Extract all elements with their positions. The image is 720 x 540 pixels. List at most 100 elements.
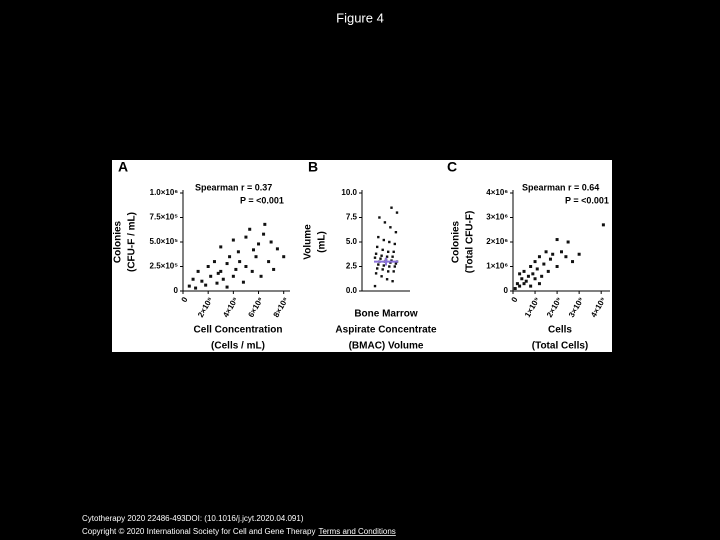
point	[387, 250, 390, 253]
copyright: Copyright © 2020 International Society f…	[82, 527, 396, 536]
point	[238, 260, 242, 264]
annotation: Spearman r = 0.64	[522, 182, 599, 192]
point	[378, 216, 381, 219]
point	[231, 238, 235, 242]
point	[383, 221, 387, 224]
point	[381, 248, 384, 252]
point	[225, 262, 229, 266]
point	[392, 270, 395, 273]
y-axis-label: (Total CFU-F)	[465, 211, 476, 274]
point	[225, 285, 229, 289]
y-axis-label: (mL)	[317, 231, 328, 253]
y-tick-label: 4×10⁶	[486, 188, 508, 197]
point	[219, 269, 223, 273]
point	[382, 238, 385, 242]
point	[262, 232, 266, 236]
x-axis-label: Aspirate Concentrate	[335, 325, 437, 336]
y-tick-label: 0	[504, 286, 509, 295]
point	[272, 267, 276, 271]
x-axis-label: Cell Concentration	[194, 325, 283, 336]
panel-label: A	[118, 159, 128, 175]
point	[241, 280, 245, 284]
point	[263, 222, 267, 226]
slide-title: Figure 4	[336, 10, 384, 25]
point	[393, 242, 396, 246]
point	[392, 250, 395, 253]
y-tick-label: 5.0	[346, 237, 358, 246]
y-tick-label: 2×10⁶	[486, 237, 508, 246]
point	[537, 255, 541, 259]
point	[228, 255, 232, 259]
point	[518, 272, 522, 276]
point	[394, 231, 398, 234]
point	[282, 255, 286, 259]
point	[571, 260, 575, 264]
point	[555, 265, 559, 268]
point	[513, 287, 517, 291]
point	[231, 274, 235, 278]
x-tick-label: 0	[510, 295, 520, 304]
x-axis-label: (BMAC) Volume	[349, 341, 424, 352]
point	[200, 279, 204, 283]
point	[380, 275, 383, 278]
point	[204, 283, 208, 287]
point	[560, 250, 563, 254]
point	[566, 240, 570, 244]
point	[577, 252, 581, 256]
point	[524, 279, 528, 283]
point	[374, 272, 378, 275]
point	[520, 277, 524, 281]
point	[244, 265, 248, 268]
point	[377, 235, 380, 239]
point	[269, 240, 273, 244]
point	[254, 255, 258, 259]
point	[250, 269, 254, 273]
point	[542, 262, 546, 266]
annotation: P = <0.001	[240, 195, 284, 205]
point	[380, 254, 383, 257]
point	[529, 265, 533, 268]
copyright-text: Copyright © 2020 International Society f…	[82, 527, 315, 536]
point	[548, 257, 552, 261]
point	[551, 252, 555, 256]
panel-label: B	[308, 159, 318, 175]
point	[385, 255, 389, 258]
point	[564, 255, 568, 259]
y-tick-label: 1.0×10⁶	[150, 188, 179, 197]
y-axis-label: Colonies	[451, 220, 462, 263]
point	[275, 247, 279, 251]
annotation: P = <0.001	[565, 195, 609, 205]
point	[219, 245, 223, 249]
point	[194, 286, 198, 290]
point	[529, 284, 533, 288]
point	[373, 256, 377, 259]
point	[381, 268, 384, 271]
point	[196, 269, 200, 273]
point	[515, 282, 519, 286]
point	[206, 265, 210, 268]
point	[212, 260, 216, 264]
panel-label: C	[447, 159, 457, 175]
y-tick-label: 1×10⁶	[486, 262, 508, 271]
point	[555, 238, 559, 242]
point	[522, 269, 526, 273]
y-axis-label: Colonies	[113, 220, 124, 263]
point	[221, 277, 225, 281]
point	[540, 274, 544, 278]
point	[526, 274, 530, 278]
point	[537, 282, 541, 286]
point	[251, 248, 255, 252]
x-axis-label: Bone Marrow	[354, 309, 418, 320]
point	[390, 206, 393, 209]
point	[379, 257, 382, 260]
y-tick-label: 10.0	[341, 188, 357, 197]
terms-link[interactable]: Terms and Conditions	[318, 527, 395, 536]
point	[257, 242, 261, 246]
point	[187, 284, 191, 288]
point	[546, 269, 550, 273]
point	[191, 277, 195, 281]
point	[393, 265, 396, 268]
x-tick-label: 0	[180, 295, 190, 304]
